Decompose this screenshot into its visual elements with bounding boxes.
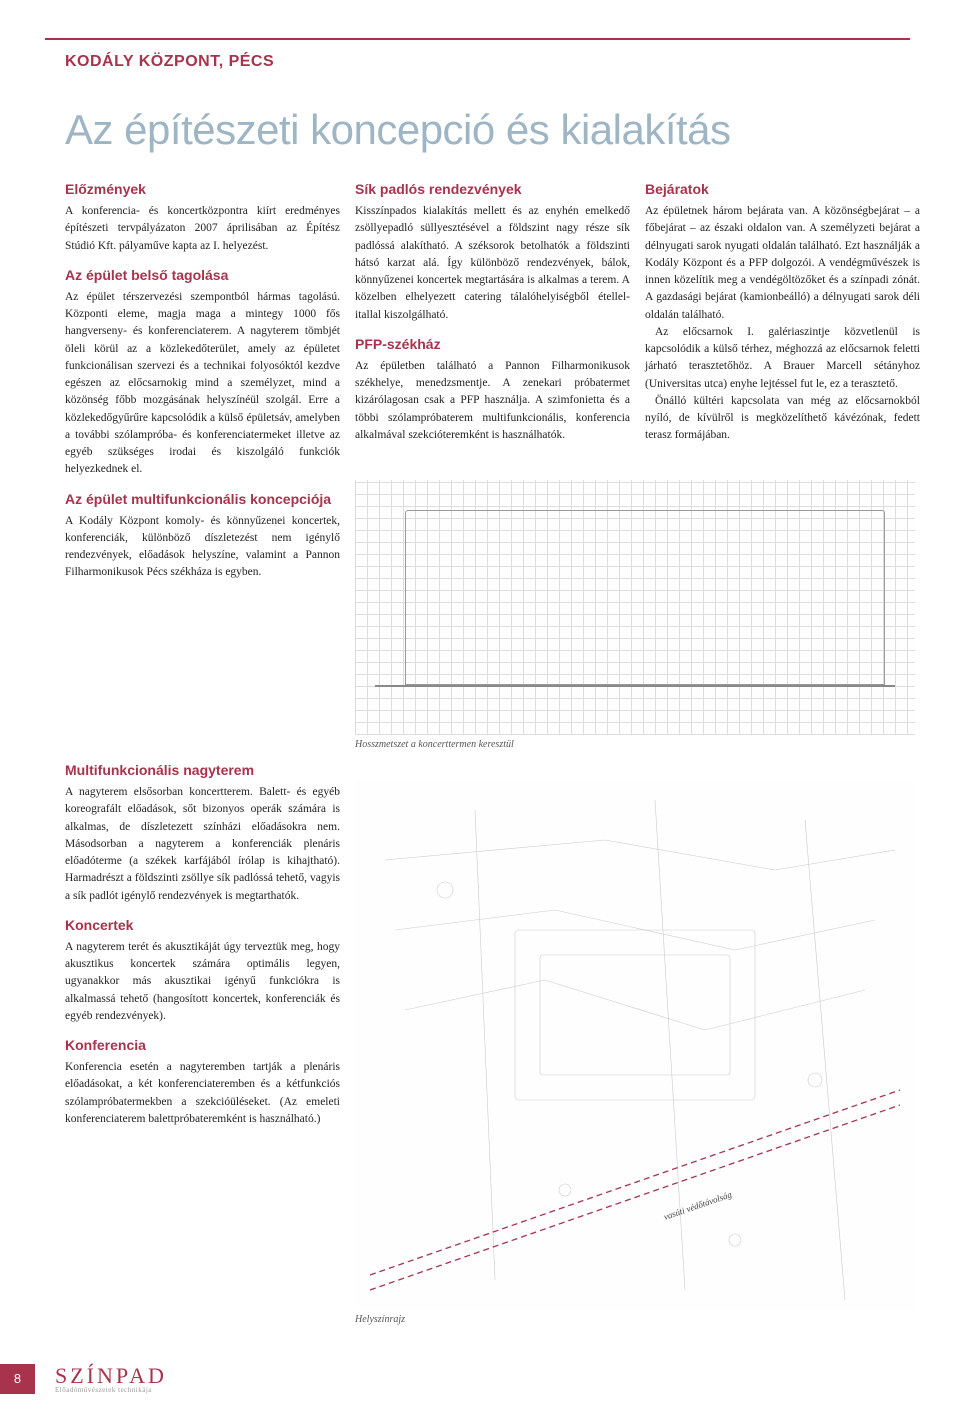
body-bejaratok-3: Önálló kültéri kapcsolata van még az elő… bbox=[645, 393, 920, 445]
body-bejaratok-2: Az előcsarnok I. galériaszintje közvetle… bbox=[645, 324, 920, 393]
heading-konferencia: Konferencia bbox=[65, 1035, 340, 1056]
caption-siteplan: Helyszínrajz bbox=[355, 1314, 915, 1325]
header-rule bbox=[45, 38, 910, 40]
column-1-lower: Multifunkcionális nagyterem A nagyterem … bbox=[65, 760, 340, 1128]
heading-multifunkcionalis: Az épület multifunkcionális koncepciója bbox=[65, 489, 340, 510]
heading-koncertek: Koncertek bbox=[65, 915, 340, 936]
heading-bejaratok: Bejáratok bbox=[645, 179, 920, 200]
heading-pfp: PFP-székház bbox=[355, 334, 630, 355]
body-belso-tagolasa: Az épület térszervezési szempontból hárm… bbox=[65, 289, 340, 479]
body-elozmenyek: A konferencia- és koncertközpontra kiírt… bbox=[65, 203, 340, 255]
figure-section-drawing bbox=[355, 480, 915, 735]
heading-sik-padlos: Sík padlós rendezvények bbox=[355, 179, 630, 200]
body-pfp: Az épületben található a Pannon Filharmo… bbox=[355, 358, 630, 444]
page-number: 8 bbox=[0, 1364, 35, 1394]
site-plan-svg: vasúti védőtávolság bbox=[355, 780, 915, 1310]
page: KODÁLY KÖZPONT, PÉCS Az építészeti konce… bbox=[0, 0, 960, 1414]
caption-section: Hosszmetszet a koncerttermen keresztül bbox=[355, 739, 915, 750]
heading-nagyterem: Multifunkcionális nagyterem bbox=[65, 760, 340, 781]
body-multifunkcionalis: A Kodály Központ komoly- és könnyűzenei … bbox=[65, 513, 340, 582]
figure-site-plan: vasúti védőtávolság bbox=[355, 780, 915, 1310]
body-konferencia: Konferencia esetén a nagyteremben tartjá… bbox=[65, 1059, 340, 1128]
heading-belso-tagolasa: Az épület belső tagolása bbox=[65, 265, 340, 286]
body-bejaratok-1: Az épületnek három bejárata van. A közön… bbox=[645, 203, 920, 324]
magazine-brand: SZÍNPAD Előadóművészetek technikája bbox=[55, 1363, 167, 1394]
column-1: Előzmények A konferencia- és koncertközp… bbox=[65, 179, 340, 582]
heading-elozmenyek: Előzmények bbox=[65, 179, 340, 200]
category-label: KODÁLY KÖZPONT, PÉCS bbox=[65, 53, 910, 71]
figures-column: Hosszmetszet a koncerttermen keresztül bbox=[355, 480, 915, 1325]
main-title: Az építészeti koncepció és kialakítás bbox=[65, 106, 910, 154]
body-sik-padlos: Kisszínpados kialakítás mellett és az en… bbox=[355, 203, 630, 324]
magazine-subtitle: Előadóművészetek technikája bbox=[55, 1386, 167, 1394]
body-nagyterem: A nagyterem elsősorban koncertterem. Bal… bbox=[65, 784, 340, 905]
body-koncertek: A nagyterem terét és akusztikáját úgy te… bbox=[65, 939, 340, 1025]
footer: 8 SZÍNPAD Előadóművészetek technikája bbox=[0, 1363, 167, 1394]
